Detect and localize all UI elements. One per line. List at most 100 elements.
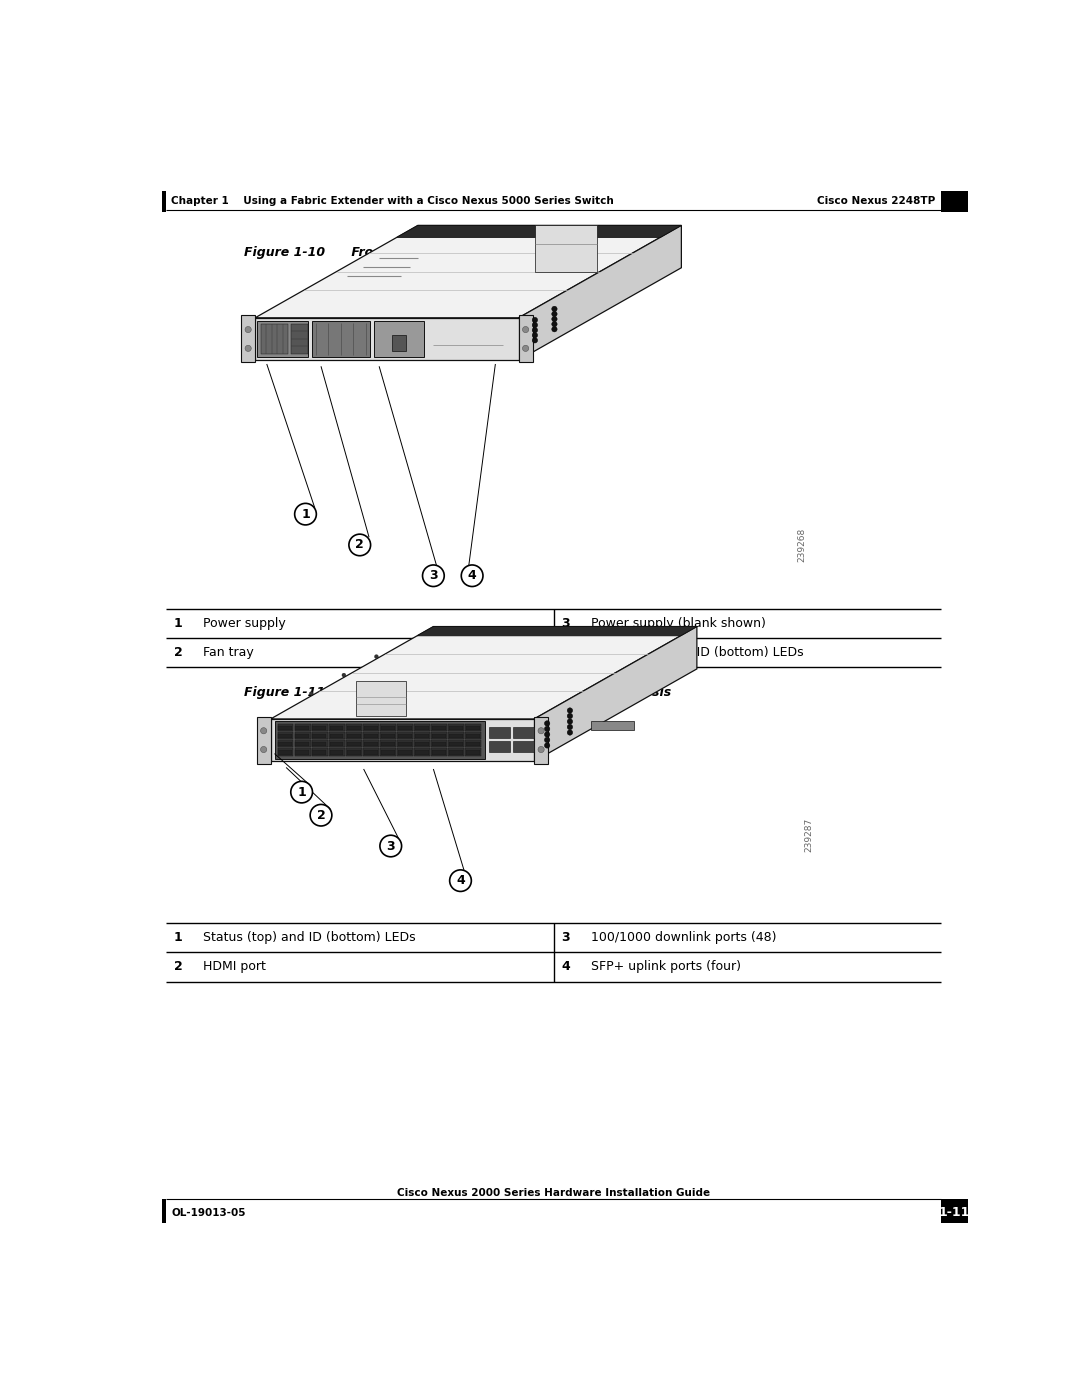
Bar [380, 749, 395, 756]
Bar [397, 740, 413, 747]
Circle shape [260, 728, 267, 733]
Text: 4: 4 [562, 647, 570, 659]
Bar [278, 732, 294, 739]
Bar [449, 742, 463, 746]
Text: SFP+ uplink ports (four): SFP+ uplink ports (four) [591, 960, 741, 974]
Bar [312, 725, 326, 729]
Bar [295, 749, 311, 756]
Polygon shape [255, 225, 681, 317]
Bar [432, 742, 446, 746]
Bar [328, 732, 345, 739]
Bar [536, 225, 597, 271]
Bar [260, 324, 288, 353]
Circle shape [544, 732, 550, 738]
Bar [278, 749, 294, 756]
Bar [364, 733, 378, 738]
Bar [591, 721, 634, 729]
Circle shape [461, 564, 483, 587]
Bar [347, 725, 361, 729]
Circle shape [523, 345, 529, 352]
Text: HDMI port: HDMI port [203, 960, 266, 974]
Bar [449, 725, 463, 729]
Bar [431, 740, 447, 747]
Bar [274, 721, 485, 759]
Circle shape [342, 673, 346, 678]
Polygon shape [535, 627, 697, 761]
Bar [364, 742, 378, 746]
Bar [432, 733, 446, 738]
Bar [392, 335, 406, 351]
Bar [415, 725, 429, 729]
Bar [346, 749, 362, 756]
Bar [162, 1200, 166, 1222]
Bar [363, 749, 379, 756]
Circle shape [449, 870, 471, 891]
Bar [356, 682, 406, 715]
Circle shape [552, 327, 557, 332]
Polygon shape [518, 316, 532, 362]
Polygon shape [241, 316, 255, 362]
Bar [465, 724, 481, 731]
Bar [328, 724, 345, 731]
Text: Status (top) and ID (bottom) LEDs: Status (top) and ID (bottom) LEDs [591, 647, 804, 659]
Bar [328, 749, 345, 756]
Bar [329, 733, 343, 738]
Bar [295, 724, 311, 731]
Polygon shape [255, 317, 518, 360]
Circle shape [422, 564, 444, 587]
Text: 3: 3 [562, 932, 570, 944]
Bar [363, 724, 379, 731]
Circle shape [538, 746, 544, 753]
Bar [257, 321, 308, 358]
Polygon shape [271, 627, 697, 719]
Bar [465, 725, 480, 729]
Bar [363, 732, 379, 739]
Circle shape [245, 327, 252, 332]
Polygon shape [396, 225, 681, 237]
Bar [312, 321, 369, 358]
Text: Status (top) and ID (bottom) LEDs: Status (top) and ID (bottom) LEDs [203, 932, 416, 944]
Text: Figure 1-10      Front View of the Cisco Nexus 2248TP Chassis: Figure 1-10 Front View of the Cisco Nexu… [243, 246, 675, 258]
Text: 4: 4 [456, 875, 464, 887]
Circle shape [260, 746, 267, 753]
Text: Power supply (blank shown): Power supply (blank shown) [591, 617, 766, 630]
Bar [279, 725, 293, 729]
Bar [346, 724, 362, 731]
Bar [296, 742, 309, 746]
Bar [432, 725, 446, 729]
Bar [397, 750, 411, 754]
Bar [449, 750, 463, 754]
Bar [414, 732, 430, 739]
Bar [397, 749, 413, 756]
Bar [329, 725, 343, 729]
Text: Cisco Nexus 2000 Series Hardware Installation Guide: Cisco Nexus 2000 Series Hardware Install… [397, 1189, 710, 1199]
Bar [329, 742, 343, 746]
Text: 1: 1 [301, 507, 310, 521]
Text: 3: 3 [429, 569, 437, 583]
Bar [296, 750, 309, 754]
Text: 1: 1 [174, 617, 183, 630]
Bar [513, 728, 535, 738]
Circle shape [544, 721, 550, 726]
Circle shape [552, 316, 557, 321]
Circle shape [291, 781, 312, 803]
Bar [449, 733, 463, 738]
Bar [328, 740, 345, 747]
Bar [295, 740, 311, 747]
Bar [374, 321, 424, 358]
Circle shape [544, 743, 550, 749]
Circle shape [552, 312, 557, 317]
Bar [941, 191, 968, 212]
Bar [448, 740, 464, 747]
Text: 3: 3 [562, 617, 570, 630]
Circle shape [532, 332, 538, 338]
Text: 2: 2 [174, 647, 183, 659]
Bar [380, 740, 395, 747]
Circle shape [538, 728, 544, 733]
Bar [347, 742, 361, 746]
Bar [397, 732, 413, 739]
Text: 100/1000 downlink ports (48): 100/1000 downlink ports (48) [591, 932, 777, 944]
Bar [278, 724, 294, 731]
Text: 2: 2 [355, 538, 364, 552]
Circle shape [567, 708, 572, 714]
